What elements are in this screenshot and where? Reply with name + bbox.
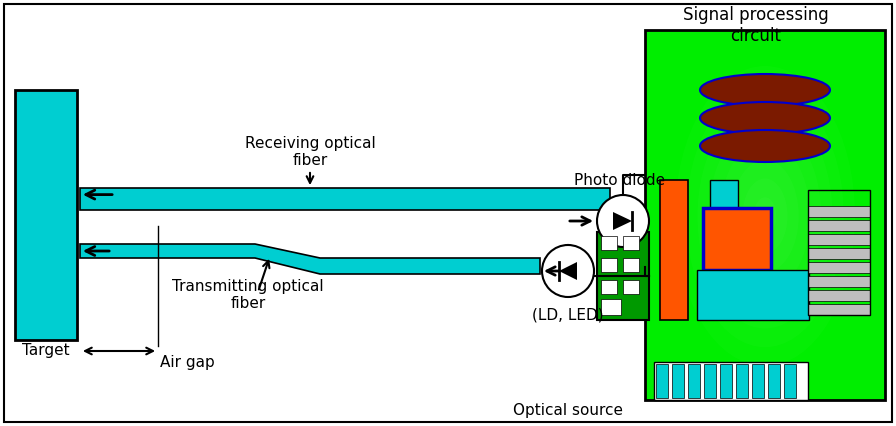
Bar [808,248,870,259]
Circle shape [597,195,649,247]
Bar [752,364,764,398]
Bar [654,362,808,400]
Bar [710,180,738,208]
Bar [656,364,668,398]
Bar [736,364,748,398]
Bar [597,232,649,320]
Text: Optical source: Optical source [513,403,623,418]
Bar [645,30,885,400]
Bar [784,364,796,398]
Bar [80,188,610,210]
Text: Target: Target [22,343,70,358]
Ellipse shape [700,74,830,106]
Bar [623,236,639,250]
Bar [601,280,617,294]
Bar [808,304,870,315]
Bar [623,280,639,294]
Bar [660,180,688,320]
Bar [808,206,870,217]
Ellipse shape [700,102,830,134]
Circle shape [542,245,594,297]
Bar [704,364,716,398]
Ellipse shape [700,130,830,162]
Text: Transmitting optical
fiber: Transmitting optical fiber [172,279,323,311]
Bar [601,258,617,272]
Text: Air gap: Air gap [160,355,215,370]
Bar [808,190,870,315]
Bar [623,258,639,272]
Bar [15,90,77,340]
Text: Photo diode: Photo diode [574,173,666,188]
Bar [808,234,870,245]
Bar [808,220,870,231]
Bar [703,208,771,270]
Text: Receiving optical
fiber: Receiving optical fiber [245,135,375,168]
Bar [697,270,809,320]
Text: Signal processing
circuit: Signal processing circuit [683,6,829,45]
Bar [808,276,870,287]
Bar [601,236,617,250]
Bar [688,364,700,398]
Polygon shape [613,212,632,230]
Bar [601,299,621,315]
Bar [808,262,870,273]
Bar [808,290,870,301]
Bar [672,364,684,398]
Polygon shape [80,244,540,274]
Text: (LD, LED): (LD, LED) [532,308,604,323]
Bar [720,364,732,398]
Polygon shape [559,262,577,280]
Bar [768,364,780,398]
